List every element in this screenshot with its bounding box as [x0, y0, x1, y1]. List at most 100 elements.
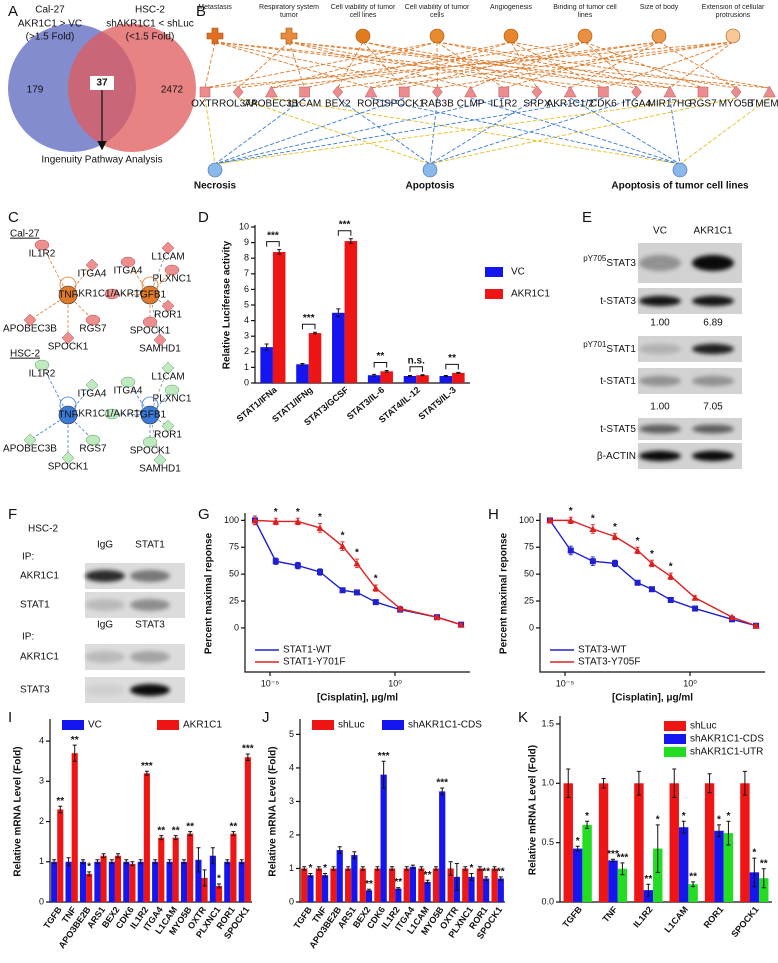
significance: * [585, 811, 589, 822]
y-tick-label: 0.5 [541, 837, 554, 847]
edge [214, 97, 305, 165]
y-tick-label: 10 [239, 221, 249, 231]
panel-label: A [8, 3, 18, 20]
error-bar [620, 862, 625, 876]
bar [598, 783, 609, 902]
error-bar [646, 883, 651, 897]
node [153, 333, 167, 347]
error-bar [216, 883, 221, 889]
bar [330, 868, 337, 902]
bar [563, 783, 573, 902]
significance: *** [607, 849, 619, 860]
error-bar [138, 859, 143, 865]
x-tick-label: IL1R2 [631, 904, 654, 929]
significance: ** [689, 871, 697, 882]
significance: *** [339, 219, 351, 230]
edge [503, 41, 660, 89]
marker [272, 517, 280, 525]
marker [317, 568, 323, 575]
error-bar [245, 753, 250, 761]
error-bar [498, 876, 503, 881]
marker [316, 524, 324, 531]
band [692, 375, 734, 387]
lane-label: IgG [97, 540, 113, 551]
error-bar [348, 238, 353, 244]
node-label: RGS7 [79, 324, 107, 335]
bar [723, 833, 734, 902]
node [161, 241, 175, 255]
node-label: ITGA4 [114, 386, 143, 397]
significance: ** [497, 867, 505, 878]
y-tick-label: 3 [39, 776, 44, 786]
node [85, 314, 101, 326]
node [161, 361, 175, 375]
function-label: Binding of tumor cell lines [553, 4, 617, 19]
bar [452, 372, 465, 383]
node-label: SAMHD1 [139, 344, 181, 355]
y-tick-label: 50 [229, 569, 239, 579]
node [85, 258, 99, 272]
error-bar [313, 331, 318, 335]
band [639, 343, 681, 355]
node [142, 436, 158, 448]
x-tick-label: 10⁻⁵ [261, 678, 280, 688]
y-tick-label: 4 [39, 735, 44, 745]
significance: ** [230, 821, 238, 832]
error-bar [302, 866, 307, 871]
significance: * [636, 536, 640, 547]
bar [172, 837, 179, 902]
edge [271, 97, 681, 165]
significance: *** [617, 852, 629, 863]
edge [584, 41, 637, 89]
marker [372, 584, 380, 592]
bar [301, 868, 308, 902]
y-tick-label: 2 [244, 346, 249, 356]
series-line [254, 519, 462, 626]
error-bar [264, 343, 269, 351]
y-tick-label: 3 [289, 796, 294, 806]
band [130, 570, 170, 582]
significance: * [274, 507, 278, 518]
error-bar [300, 363, 305, 366]
error-bar [419, 866, 424, 871]
band [85, 570, 125, 582]
hub-loop [59, 396, 77, 414]
edge [362, 41, 571, 89]
error-bar [109, 859, 114, 865]
venn-caption: AKR1C1 > VC [18, 19, 82, 30]
function-label: Respiratory system tumor [259, 4, 319, 19]
node [34, 239, 50, 251]
error-bar [454, 862, 459, 891]
significance: * [726, 811, 730, 822]
edge [237, 41, 290, 89]
bar [409, 866, 417, 902]
significance: *** [267, 230, 279, 241]
node-label: PLXNC1 [153, 274, 192, 285]
error-bar [316, 866, 321, 871]
gene-node [199, 86, 211, 98]
ip-label: IP: [22, 552, 34, 563]
bar [447, 868, 454, 902]
error-bar [752, 857, 757, 888]
venn-caption: Ingenuity Pathway Analysis [41, 155, 162, 166]
gene-node [232, 85, 244, 99]
blot-label: t-STAT1 [600, 376, 636, 387]
error-bar [433, 866, 438, 871]
y-tick-label: 9 [244, 237, 249, 247]
error-bar [575, 845, 580, 852]
gene-label: IL1R2 [490, 99, 517, 110]
significance: ** [377, 351, 385, 362]
marker [546, 516, 554, 524]
marker [589, 558, 596, 565]
marker [339, 587, 346, 594]
lane-label: STAT3 [135, 620, 165, 631]
gene-node [598, 86, 609, 98]
node-label: TNF [58, 410, 77, 421]
quantification: 6.89 [703, 318, 723, 329]
bar [65, 861, 72, 902]
bar [195, 859, 202, 902]
lane-label: STAT1 [135, 540, 165, 551]
series-line [549, 519, 757, 627]
marker [294, 517, 302, 525]
